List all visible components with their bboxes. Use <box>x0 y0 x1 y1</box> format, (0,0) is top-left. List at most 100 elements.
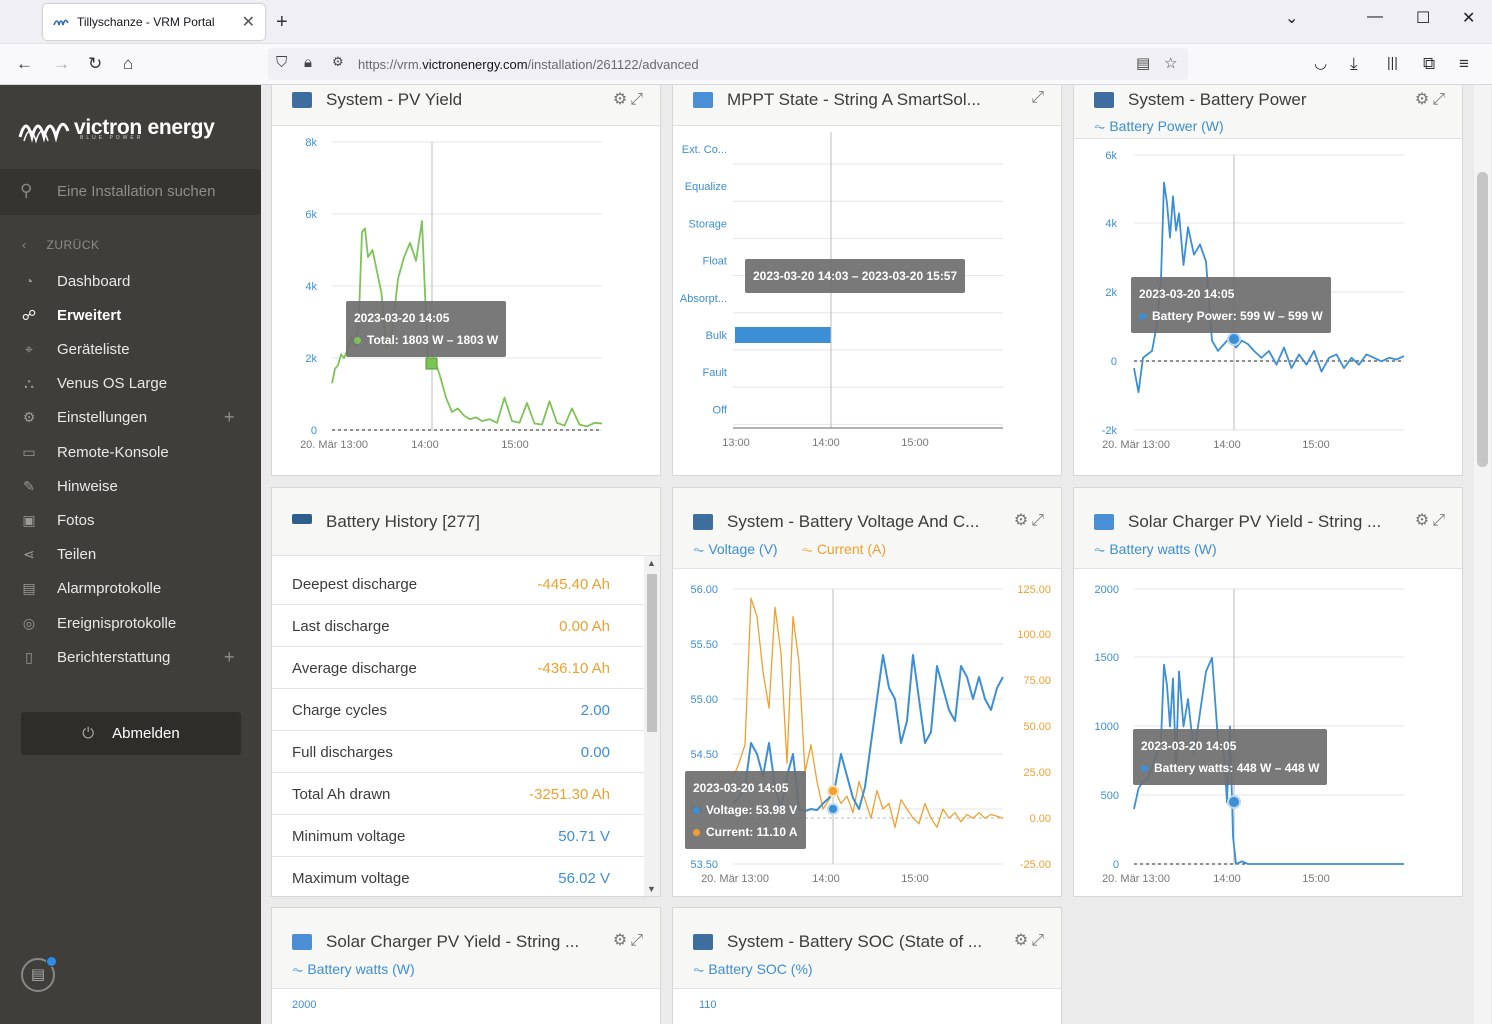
chart-legend[interactable]: ⏦ Voltage (V) ⏦ Current (A) <box>693 541 906 558</box>
sidebar-item-label: Remote-Konsole <box>57 443 169 461</box>
chart-legend[interactable]: ⏦ Battery Power (W) <box>1094 118 1244 135</box>
battery-power-tooltip: 2023-03-20 14:05 Battery Power: 599 W – … <box>1131 277 1331 333</box>
sidebar-item-label: Berichterstattung <box>57 648 171 666</box>
legend-battery-soc[interactable]: ⏦ Battery SOC (%) <box>693 961 813 977</box>
page-scrollbar[interactable] <box>1474 85 1491 1024</box>
widget-header: Solar Charger PV Yield - String ... ⚙⤢ ⏦… <box>1074 488 1462 569</box>
forward-arrow-icon[interactable]: → <box>53 54 70 73</box>
sidebar-item-label: Alarmprotokolle <box>57 580 162 598</box>
download-icon[interactable]: ⤓ <box>1350 54 1358 73</box>
expand-icon[interactable]: ⤢ <box>1432 91 1448 108</box>
scroll-down-icon[interactable]: ▼ <box>647 884 656 894</box>
notifications-button[interactable]: ▤ <box>21 956 57 992</box>
y-tick-label: 500 <box>1101 790 1119 802</box>
sidebar-item-remote-konsole[interactable]: ▭ Remote-Konsole <box>0 437 261 467</box>
y-tick-label: 0 <box>311 425 317 437</box>
reader-view-icon[interactable]: ▤ <box>1136 55 1151 72</box>
sidebar-item-ereignisprotokolle[interactable]: ◎ Ereignisprotokolle <box>0 608 261 638</box>
sidebar-item-einstellungen[interactable]: ⚙ Einstellungen + <box>0 403 261 433</box>
sidebar-item-alarmprotokolle[interactable]: ▤ Alarmprotokolle <box>0 574 261 604</box>
y-axis-top-label: 110 <box>699 999 717 1011</box>
hover-marker-voltage <box>827 803 839 815</box>
sidebar-item-fotos[interactable]: ▣ Fotos <box>0 505 261 535</box>
back-arrow-icon[interactable]: ← <box>16 54 33 73</box>
browser-tab[interactable]: Tillyschanze - VRM Portal ✕ <box>43 4 265 40</box>
notification-badge <box>46 956 57 967</box>
expand-icon[interactable]: ⤢ <box>1031 512 1047 529</box>
legend-battery-watts[interactable]: ⏦ Battery watts (W) <box>292 961 415 977</box>
reload-icon[interactable]: ↻ <box>88 54 103 73</box>
address-bar[interactable]: ⛉ 🔒︎ ⚙ https://vrm.victronenergy.com/ins… <box>268 48 1188 80</box>
bookmark-star-icon[interactable]: ☆ <box>1164 55 1178 72</box>
scrollbar-thumb[interactable] <box>647 574 657 732</box>
sidebar-item-hinweise[interactable]: ✎ Hinweise <box>0 471 261 501</box>
widget-title: System - Battery SOC (State of ... <box>727 932 983 951</box>
minimize-icon[interactable]: — <box>1367 8 1383 25</box>
sidebar-item-venus-os-large[interactable]: ⛬ Venus OS Large <box>0 369 261 399</box>
chart-legend[interactable]: ⏦ Battery watts (W) <box>1094 541 1237 558</box>
back-link[interactable]: ‹ ZURÜCK <box>22 238 100 252</box>
victron-logo[interactable]: victron energy BLUE POWER <box>18 111 215 145</box>
expand-icon[interactable]: ⤢ <box>1031 89 1047 106</box>
lock-icon[interactable]: 🔒︎ <box>304 54 312 71</box>
page-scrollbar-thumb[interactable] <box>1477 172 1488 467</box>
x-tick-label: 20. Mär 13:00 <box>701 873 769 885</box>
battery-power-chart[interactable]: 6k 4k 2k 0 -2k 20. Mär 13:00 14:00 15:00 <box>1074 139 1464 476</box>
settings-gear-icon[interactable]: ⚙ <box>612 932 631 949</box>
voltage-current-tooltip: 2023-03-20 14:05 Voltage: 53.98 V Curren… <box>685 771 806 849</box>
tab-list-chevron-icon[interactable]: ⌄ <box>1285 10 1299 27</box>
voltage-current-chart[interactable]: 56.0055.5055.0054.5054.0053.50125.00100.… <box>673 569 1063 897</box>
sidebar-item-geräteliste[interactable]: ⌖ Geräteliste <box>0 334 261 364</box>
expand-plus-icon[interactable]: + <box>224 407 235 428</box>
sidebar-item-dashboard[interactable]: ◔ Dashboard <box>0 266 261 296</box>
home-icon[interactable]: ⌂ <box>123 54 134 73</box>
settings-gear-icon[interactable]: ⚙ <box>1414 91 1433 108</box>
shield-icon[interactable]: ⛉ <box>276 54 288 71</box>
gear-icon: ⚙ <box>22 409 36 426</box>
scroll-up-icon[interactable]: ▲ <box>647 558 656 568</box>
expand-plus-icon[interactable]: + <box>224 646 235 667</box>
maximize-icon[interactable]: ☐ <box>1416 10 1431 27</box>
mppt-state-chart[interactable]: Ext. Co... Equalize Storage Float Absorpt...… <box>673 126 1063 476</box>
close-window-icon[interactable]: ✕ <box>1462 10 1476 27</box>
library-icon[interactable]: ||| <box>1387 54 1398 70</box>
settings-gear-icon[interactable]: ⚙ <box>1013 932 1032 949</box>
permissions-icon[interactable]: ⚙ <box>332 54 344 69</box>
settings-gear-icon[interactable]: ⚙ <box>1414 512 1433 529</box>
mppt-tooltip: 2023-03-20 14:03 – 2023-03-20 15:57 <box>745 259 966 293</box>
legend-battery-power[interactable]: ⏦ Battery Power (W) <box>1094 118 1224 134</box>
logout-button[interactable]: ⏻ Abmelden <box>21 712 241 755</box>
widget-header: System - Battery SOC (State of ... ⚙⤢ ⏦ … <box>673 908 1061 989</box>
chart-legend[interactable]: ⏦ Battery SOC (%) <box>693 961 833 978</box>
app-menu-icon[interactable]: ≡ <box>1459 54 1469 73</box>
y-tick-label: 4k <box>305 281 317 293</box>
search-input[interactable]: Eine Installation suchen <box>57 183 216 200</box>
hover-marker <box>1227 332 1241 346</box>
victron-favicon-icon <box>53 19 69 26</box>
chart-legend[interactable]: ⏦ Battery watts (W) <box>292 961 435 978</box>
expand-icon[interactable]: ⤢ <box>630 932 646 949</box>
sidebar-item-erweitert[interactable]: ☍ Erweitert <box>0 300 261 330</box>
expand-icon[interactable]: ⤢ <box>630 91 646 108</box>
history-scrollbar[interactable]: ▲ ▼ <box>644 556 660 896</box>
y-tick-label: 0 <box>1111 356 1117 368</box>
legend-voltage[interactable]: ⏦ Voltage (V) <box>693 541 778 557</box>
solar-pv-1-chart[interactable]: 2000 1500 1000 500 0 20. Mär 13:00 14:00 15:00 <box>1074 569 1464 897</box>
legend-current[interactable]: ⏦ Current (A) <box>801 541 887 557</box>
settings-gear-icon[interactable]: ⚙ <box>1013 512 1032 529</box>
extensions-icon[interactable]: ⧉ <box>1423 54 1436 73</box>
pocket-icon[interactable]: ◡ <box>1314 55 1328 72</box>
close-tab-icon[interactable]: ✕ <box>241 14 255 31</box>
widget-header: Battery History [277] <box>272 488 660 556</box>
new-tab-icon[interactable]: + <box>276 11 288 33</box>
expand-icon[interactable]: ⤢ <box>1432 512 1448 529</box>
legend-battery-watts[interactable]: ⏦ Battery watts (W) <box>1094 541 1217 557</box>
expand-icon[interactable]: ⤢ <box>1031 932 1047 949</box>
sidebar-item-teilen[interactable]: ⋖ Teilen <box>0 540 261 570</box>
table-row: Charge cycles 2.00 <box>272 689 646 731</box>
sidebar-item-berichterstattung[interactable]: ▯ Berichterstattung + <box>0 642 261 672</box>
sidebar-item-label: Fotos <box>57 511 95 529</box>
state-label: Off <box>713 404 728 416</box>
installation-search[interactable]: ⚲ Eine Installation suchen <box>0 169 261 215</box>
settings-gear-icon[interactable]: ⚙ <box>612 91 631 108</box>
